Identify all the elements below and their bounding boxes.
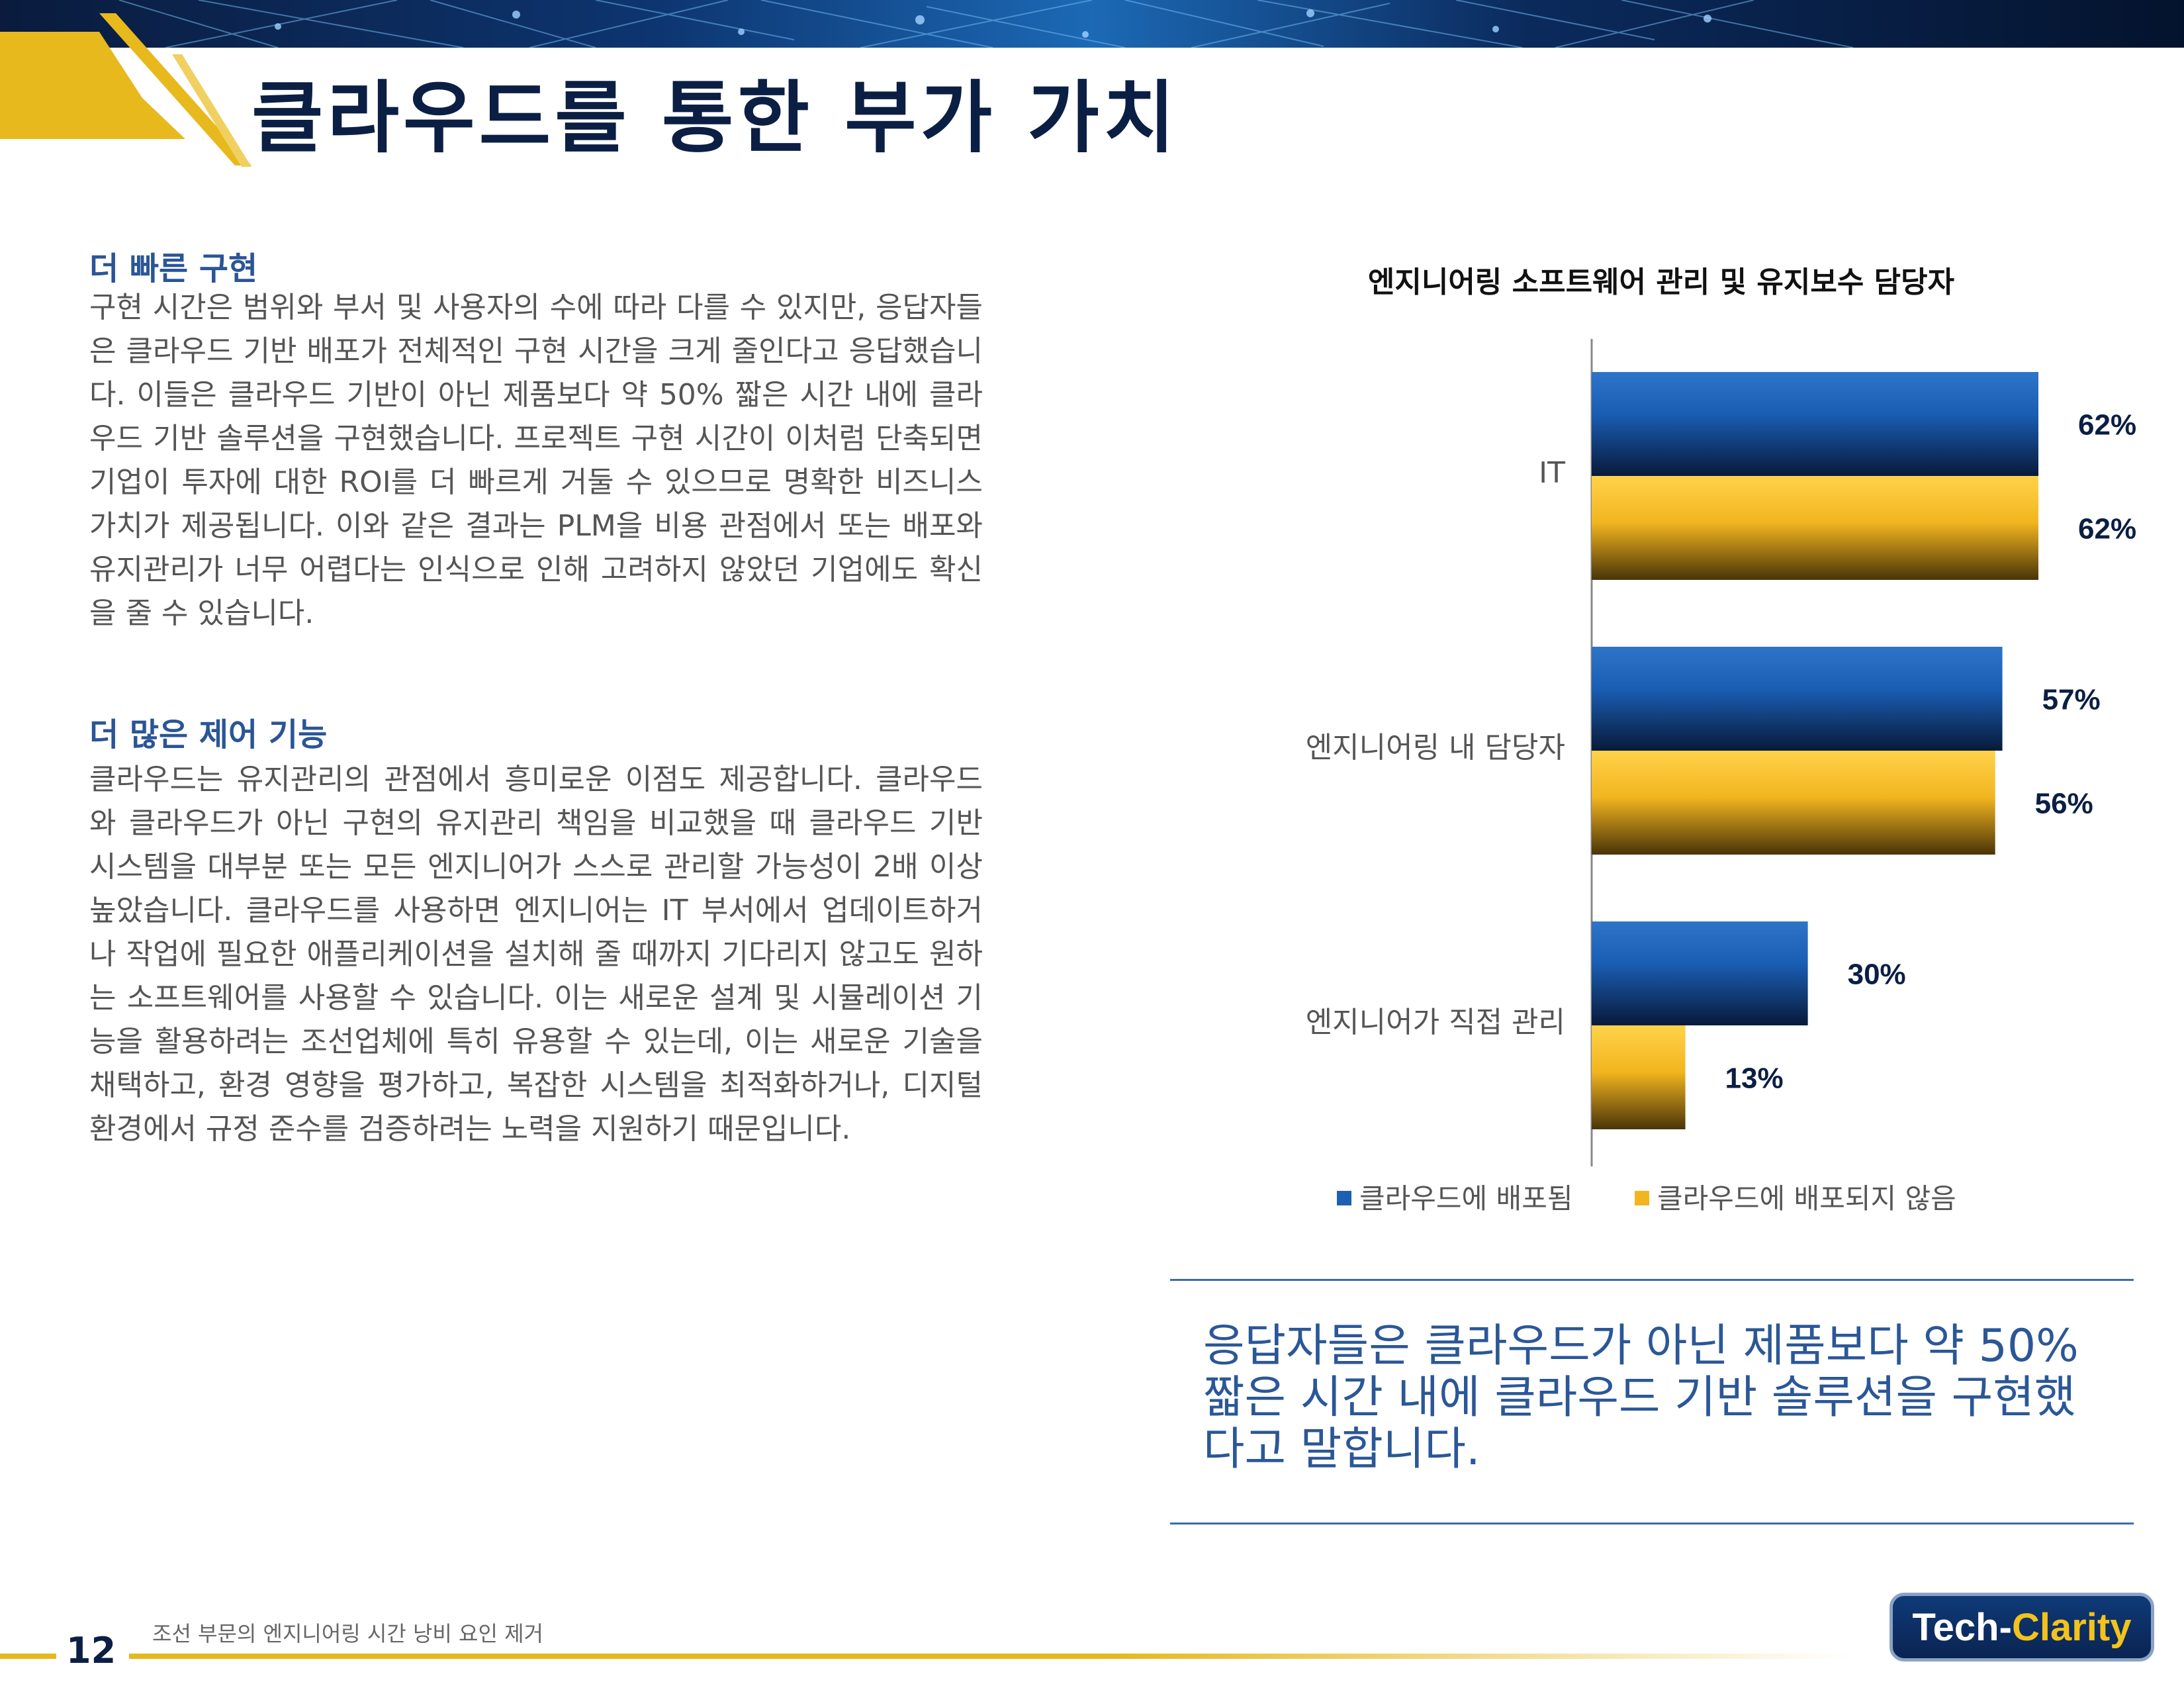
section-body-more-control: 클라우드는 유지관리의 관점에서 흥미로운 이점도 제공합니다. 클라우드와 클… [89,763,983,1146]
footer-line-gap [56,1648,129,1664]
page-title: 클라우드를 통한 부가 가치 [251,72,1179,164]
callout-quote: 응답자들은 클라우드가 아닌 제품보다 약 50% 짧은 시간 내에 클라우드 … [1203,1320,2079,1476]
bar-non-cloud-0 [1592,476,2038,580]
category-label-2: 엔지니어가 직접 관리 [1306,1006,1565,1039]
data-label-cloud-0: 62% [2078,409,2136,442]
tech-clarity-logo: Tech- Clarity [1889,1593,2154,1662]
data-label-cloud-1: 57% [2042,684,2101,716]
section-heading-more-control: 더 많은 제어 기능 [89,716,328,753]
footer-gold-line [0,1654,1853,1659]
bar-cloud-1 [1592,647,2003,751]
bar-chart: IT 62% 62% 엔지니어링 내 담당자 57% 56% 엔지니어가 직접 관리 30% 1… [1306,339,2136,1215]
bar-non-cloud-2 [1592,1025,1686,1129]
footer-document-title: 조선 부문의 엔지니어링 시간 낭비 요인 제거 [152,1621,543,1646]
legend-label-0: 클라우드에 배포됨 [1359,1182,1572,1215]
bar-cloud-0 [1592,372,2038,476]
network-pattern-decoration [118,0,1854,48]
legend-swatch-0 [1337,1191,1351,1205]
data-label-cloud-2: 30% [1848,959,1906,991]
page-number: 12 [66,1630,116,1671]
section-body-faster-implementation: 구현 시간은 범위와 부서 및 사용자의 수에 따라 다를 수 있지만, 응답자… [89,291,983,630]
data-label-non-cloud-1: 56% [2035,788,2093,820]
logo-text-part2: Clarity [2011,1605,2132,1649]
top-banner [0,0,2184,48]
section-heading-faster-implementation: 더 빠른 구현 [89,250,258,287]
callout-top-rule [1170,1279,2134,1281]
bar-non-cloud-1 [1592,751,1995,855]
data-label-non-cloud-2: 13% [1725,1062,1784,1095]
legend-swatch-1 [1635,1191,1649,1205]
gold-corner-decoration [0,13,251,167]
category-label-0: IT [1539,456,1565,490]
callout-bottom-rule [1170,1523,2134,1524]
data-label-non-cloud-0: 62% [2078,513,2136,545]
legend-label-1: 클라우드에 배포되지 않음 [1657,1182,1956,1215]
bar-cloud-2 [1592,921,1808,1025]
category-label-1: 엔지니어링 내 담당자 [1306,731,1565,765]
logo-text-part1: Tech- [1912,1605,2012,1649]
chart-title: 엔지니어링 소프트웨어 관리 및 유지보수 담당자 [1367,265,1955,299]
